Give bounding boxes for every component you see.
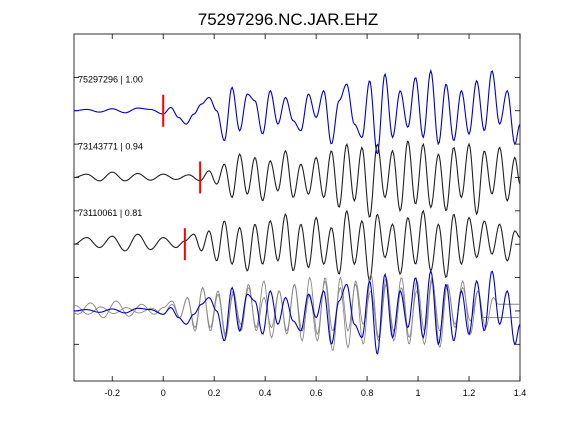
overlay-group bbox=[73, 269, 521, 355]
trace-label-3: 73110061 | 0.81 bbox=[78, 208, 142, 218]
x-tick-label: -0.2 bbox=[104, 388, 120, 398]
x-tick-label: 1.2 bbox=[463, 388, 476, 398]
x-tick-label: 0.8 bbox=[361, 388, 374, 398]
x-tick-label: 0.6 bbox=[310, 388, 323, 398]
pick-markers bbox=[162, 94, 202, 261]
trace-line-1 bbox=[73, 68, 521, 155]
x-tick-label: 1.4 bbox=[514, 388, 527, 398]
x-tick-label: 1 bbox=[416, 388, 421, 398]
x-tick-label: 0.2 bbox=[208, 388, 221, 398]
trace-line-3 bbox=[73, 209, 521, 282]
axis-ticks: -0.2 0 0.2 0.4 0.6 0.8 1 1.2 1.4 bbox=[74, 34, 526, 398]
overlay-reference-line bbox=[73, 269, 521, 355]
trace-label-1: 75297296 | 1.00 bbox=[78, 75, 143, 85]
trace-line-2 bbox=[73, 140, 521, 218]
plot-frame bbox=[73, 33, 521, 382]
trace-group bbox=[73, 68, 521, 282]
x-tick-label: 0.4 bbox=[259, 388, 272, 398]
trace-label-2: 73143771 | 0.94 bbox=[78, 141, 143, 151]
trace-labels: 75297296 | 1.00 73143771 | 0.94 73110061 |… bbox=[78, 75, 143, 218]
x-tick-label: 0 bbox=[161, 388, 166, 398]
chart-title: 75297296.NC.JAR.EHZ bbox=[198, 10, 378, 29]
